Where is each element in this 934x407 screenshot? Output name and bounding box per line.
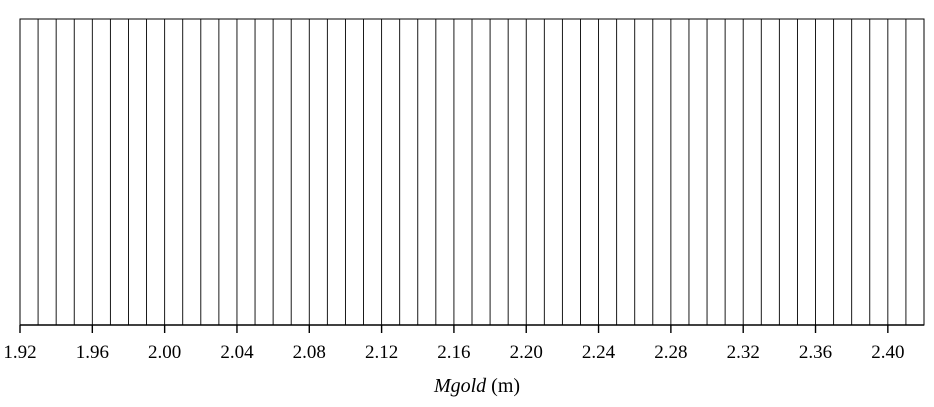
x-tick-label: 2.04 — [220, 342, 254, 363]
x-tick-label: 1.92 — [3, 342, 36, 363]
x-axis-variable: Mgold — [433, 375, 487, 397]
x-tick-label: 2.36 — [799, 342, 832, 363]
x-axis-unit: (m) — [491, 375, 520, 397]
x-tick-label: 2.08 — [293, 342, 326, 363]
x-tick-labels: 1.92 1.96 2.00 2.04 2.08 2.12 2.16 2.20 2.24 2.28… — [3, 342, 904, 363]
x-tick-label: 2.20 — [510, 342, 543, 363]
x-axis-title: Mgold (m) — [433, 375, 520, 397]
grid-lines — [37, 19, 907, 325]
x-tick-label: 2.12 — [365, 342, 398, 363]
x-tick-label: 2.16 — [437, 342, 470, 363]
x-ticks — [19, 325, 889, 333]
x-tick-label: 2.00 — [148, 342, 181, 363]
x-tick-label: 2.28 — [654, 342, 687, 363]
x-tick-label: 2.40 — [871, 342, 904, 363]
x-tick-label: 1.96 — [76, 342, 109, 363]
x-tick-label: 2.24 — [582, 342, 616, 363]
x-tick-label: 2.32 — [727, 342, 760, 363]
